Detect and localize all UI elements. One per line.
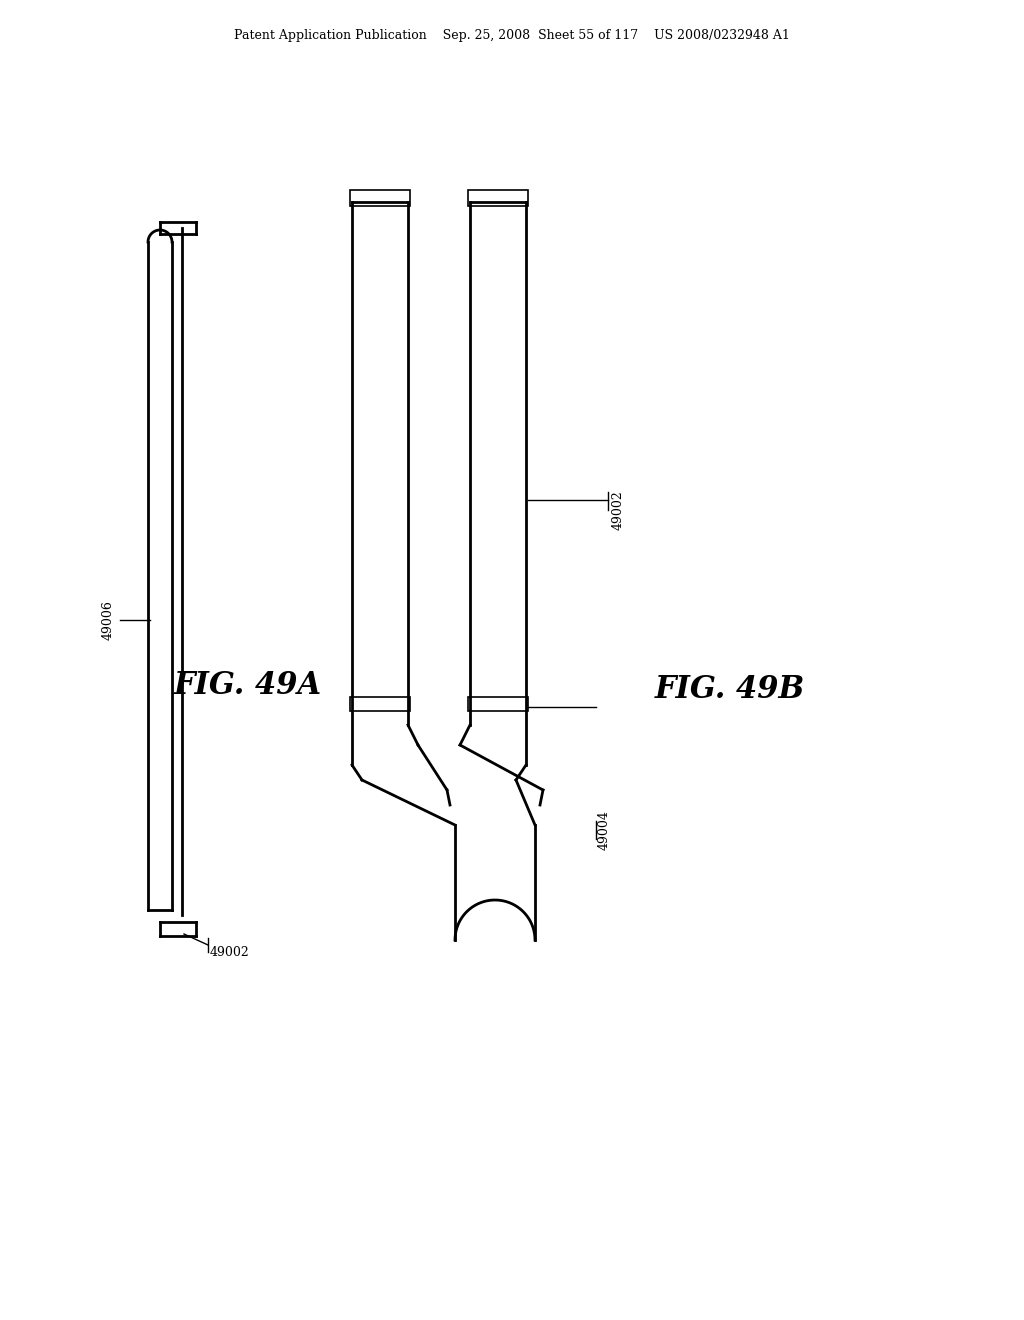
Bar <box>468 190 528 206</box>
Text: Patent Application Publication    Sep. 25, 2008  Sheet 55 of 117    US 2008/0232: Patent Application Publication Sep. 25, … <box>234 29 790 41</box>
Bar <box>468 697 528 711</box>
Bar <box>350 697 410 711</box>
Text: FIG. 49A: FIG. 49A <box>174 669 323 701</box>
Text: 49002: 49002 <box>611 490 625 529</box>
Bar <box>350 190 410 206</box>
Text: 49006: 49006 <box>101 601 115 640</box>
Text: 49002: 49002 <box>210 945 250 958</box>
Text: 49004: 49004 <box>597 810 610 850</box>
Text: FIG. 49B: FIG. 49B <box>655 675 805 705</box>
